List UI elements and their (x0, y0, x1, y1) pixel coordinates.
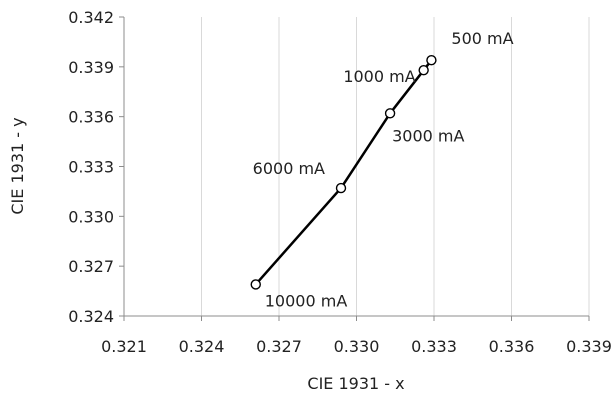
data-point (426, 54, 437, 66)
data-point (250, 279, 261, 290)
y-tick-label: 0.333 (68, 158, 114, 177)
y-tick-label: 0.330 (68, 207, 114, 226)
data-label: 3000 mA (392, 126, 464, 145)
axes: 0.321 0.324 0.327 0.330 0.333 0.336 0.339 0.324… (68, 8, 612, 356)
y-tick-label: 0.336 (68, 108, 114, 127)
y-tick-label: 0.327 (68, 257, 114, 276)
x-axis-title: CIE 1931 - x (307, 374, 404, 393)
x-tick-label: 0.330 (334, 337, 380, 356)
data-point (418, 64, 429, 76)
data-point (384, 108, 396, 119)
x-tick-label: 0.339 (566, 337, 612, 356)
x-tick-label: 0.324 (179, 337, 225, 356)
y-axis-title: CIE 1931 - y (8, 117, 27, 214)
x-tick-label: 0.321 (101, 337, 147, 356)
data-label: 6000 mA (253, 159, 325, 178)
data-point (335, 182, 347, 194)
data-label: 10000 mA (265, 291, 348, 310)
x-tick-label: 0.336 (489, 337, 535, 356)
y-tick-label: 0.339 (68, 58, 114, 77)
y-tick-label: 0.342 (68, 8, 114, 27)
x-tick-label: 0.327 (256, 337, 302, 356)
data-label: 500 mA (451, 29, 513, 48)
y-tick-label: 0.324 (68, 307, 114, 326)
data-labels: 500 mA 1000 mA 3000 mA 6000 mA 10000 mA (253, 29, 514, 310)
data-label: 1000 mA (343, 67, 415, 86)
data-series (250, 54, 437, 290)
x-tick-label: 0.333 (411, 337, 457, 356)
